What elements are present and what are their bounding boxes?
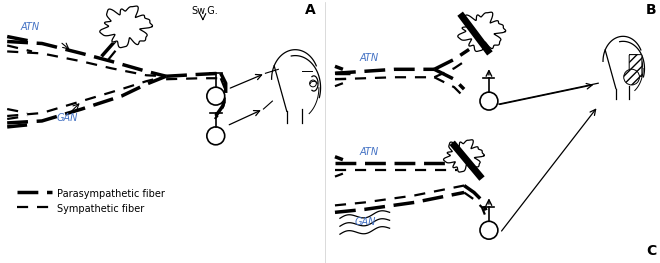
Text: A: A (305, 3, 316, 17)
Text: C: C (646, 244, 656, 258)
Circle shape (624, 69, 640, 85)
Text: Parasympathetic fiber: Parasympathetic fiber (57, 189, 165, 199)
Polygon shape (444, 140, 484, 172)
Text: GAN: GAN (355, 217, 376, 227)
Polygon shape (100, 6, 152, 48)
Text: Sympathetic fiber: Sympathetic fiber (57, 204, 144, 214)
Text: B: B (646, 3, 657, 17)
Circle shape (207, 87, 224, 105)
Text: GAN: GAN (57, 113, 79, 123)
Circle shape (480, 221, 498, 239)
Circle shape (635, 62, 641, 68)
Circle shape (310, 80, 316, 87)
Text: ATN: ATN (20, 22, 39, 32)
FancyBboxPatch shape (629, 55, 642, 77)
Text: ATN: ATN (360, 147, 379, 157)
Circle shape (207, 127, 224, 145)
Text: Sw.G.: Sw.G. (191, 6, 218, 16)
Circle shape (480, 92, 498, 110)
Text: ATN: ATN (360, 53, 379, 63)
Polygon shape (458, 12, 506, 52)
